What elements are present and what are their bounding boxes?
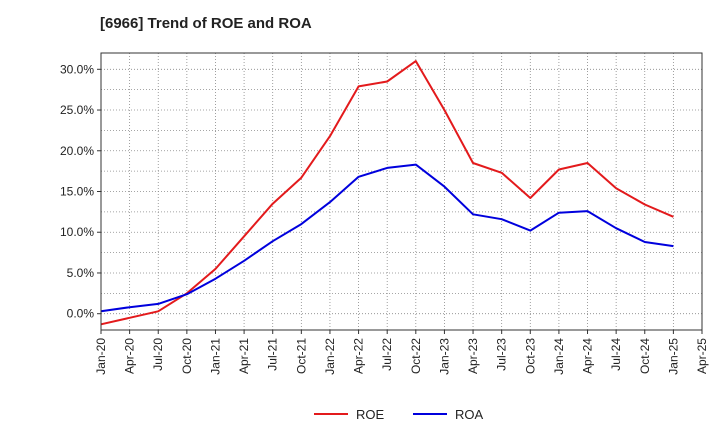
x-axis-ticks: Jan-20 Apr-20 Jul-20 Oct-20 Jan-21 Apr-21 Jul-… <box>94 330 709 375</box>
x-tick-label: Oct-20 <box>180 338 194 374</box>
x-tick-label: Oct-21 <box>294 338 308 374</box>
x-tick-label: Jan-23 <box>437 338 451 375</box>
x-tick-label: Oct-24 <box>638 338 652 374</box>
y-axis-ticks: 0.0% 5.0% 10.0% 15.0% 20.0% 25.0% 30.0% <box>60 62 101 321</box>
x-tick-label: Apr-20 <box>123 338 137 374</box>
y-tick-label: 10.0% <box>60 225 94 239</box>
x-tick-label: Jul-21 <box>266 338 280 371</box>
x-tick-label: Jan-21 <box>208 338 222 375</box>
x-tick-label: Apr-23 <box>466 338 480 374</box>
x-tick-label: Jan-24 <box>552 338 566 375</box>
x-tick-label: Jan-25 <box>666 338 680 375</box>
x-tick-label: Apr-22 <box>352 338 366 374</box>
y-tick-label: 5.0% <box>67 266 95 280</box>
x-tick-label: Jul-22 <box>380 338 394 371</box>
x-tick-label: Oct-22 <box>409 338 423 374</box>
x-tick-label: Jul-24 <box>609 338 623 371</box>
y-tick-label: 25.0% <box>60 103 94 117</box>
series-line-roa <box>100 163 674 313</box>
chart-title: [6966] Trend of ROE and ROA <box>100 15 312 32</box>
series-line-roe <box>100 60 674 326</box>
x-tick-label: Apr-21 <box>237 338 251 374</box>
x-tick-label: Jul-23 <box>495 338 509 371</box>
legend-label-roe: ROE <box>356 407 385 422</box>
x-tick-label: Apr-24 <box>581 338 595 374</box>
x-tick-label: Jan-22 <box>323 338 337 375</box>
legend-label-roa: ROA <box>455 407 484 422</box>
x-tick-label: Apr-25 <box>695 338 709 374</box>
y-tick-label: 15.0% <box>60 185 94 199</box>
x-tick-label: Jul-20 <box>151 338 165 371</box>
series-layer <box>100 60 674 326</box>
legend: ROE ROA <box>314 407 484 422</box>
x-tick-label: Oct-23 <box>523 338 537 374</box>
y-tick-label: 30.0% <box>60 62 94 76</box>
grid-layer <box>100 53 703 330</box>
y-tick-label: 20.0% <box>60 144 94 158</box>
y-tick-label: 0.0% <box>67 307 95 321</box>
x-tick-label: Jan-20 <box>94 338 108 375</box>
